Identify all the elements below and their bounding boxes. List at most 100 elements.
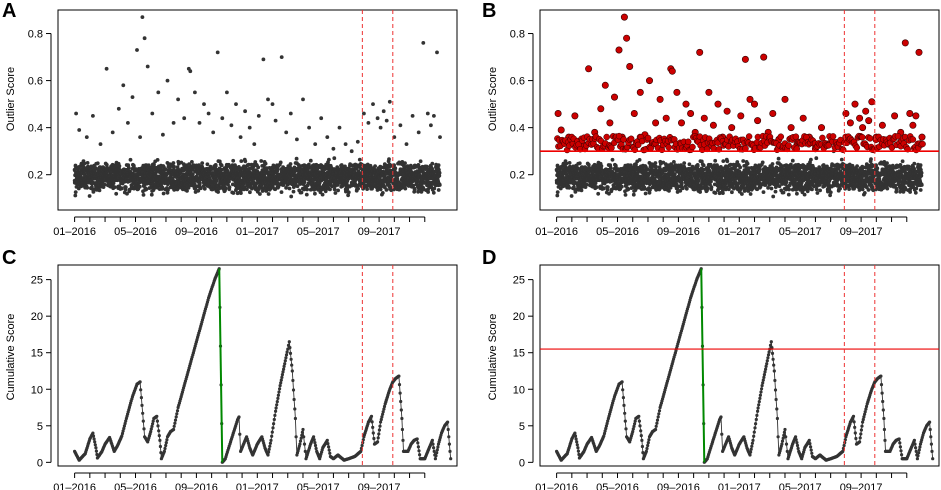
data-point	[687, 162, 692, 167]
data-point	[776, 156, 781, 161]
data-point	[345, 182, 349, 187]
data-point	[263, 161, 268, 166]
scatter-points-a	[72, 15, 442, 199]
y-tick-label-b: 0.4	[510, 123, 525, 135]
data-point	[653, 161, 658, 165]
data-point	[128, 157, 133, 162]
x-tick-label-b: 01–2017	[718, 226, 761, 238]
data-point	[95, 161, 100, 166]
data-point	[231, 191, 236, 195]
outlier-point	[295, 137, 299, 142]
outlier-point	[256, 114, 261, 118]
x-tick-label-a: 09–2016	[175, 226, 218, 238]
data-point	[760, 160, 765, 165]
x-tick-label-a: 01–2016	[53, 226, 96, 238]
data-point	[643, 191, 648, 196]
data-point	[226, 162, 231, 167]
data-point	[584, 182, 589, 187]
data-point	[288, 162, 293, 166]
outlier-point	[206, 111, 211, 116]
data-point	[137, 184, 142, 189]
outlier-point	[288, 111, 293, 116]
data-point	[705, 186, 710, 191]
data-point	[214, 178, 219, 183]
data-point	[197, 181, 202, 186]
data-point	[256, 165, 261, 170]
data-point	[790, 158, 795, 163]
x-tick-label-a: 05–2017	[297, 226, 340, 238]
panel-label-b: B	[482, 0, 496, 22]
data-point	[818, 188, 822, 193]
data-point	[291, 189, 296, 194]
outlier-point	[273, 118, 278, 123]
data-point	[555, 193, 560, 198]
data-point	[343, 164, 347, 169]
data-point	[246, 162, 251, 167]
data-point	[814, 187, 819, 192]
data-point	[356, 186, 360, 191]
outlier-point	[384, 118, 389, 123]
data-point	[73, 190, 78, 195]
outlier-point	[161, 132, 165, 137]
data-point	[721, 191, 725, 196]
data-point	[333, 191, 338, 195]
outlier-point	[156, 90, 161, 95]
data-point	[308, 158, 313, 163]
data-point	[787, 187, 791, 192]
outlier-point	[121, 83, 126, 88]
data-point	[242, 185, 247, 190]
outlier-point	[371, 102, 375, 106]
data-point	[186, 185, 191, 190]
outlier-point	[404, 142, 409, 147]
outlier-point	[331, 146, 336, 151]
data-point	[87, 194, 92, 198]
data-point	[327, 157, 331, 162]
data-point	[623, 193, 628, 197]
data-point	[579, 188, 584, 193]
data-point	[171, 161, 176, 165]
outlier-point	[74, 111, 78, 116]
outlier-point	[325, 135, 330, 140]
data-point	[567, 185, 572, 190]
data-point	[248, 190, 252, 195]
data-point	[202, 186, 207, 191]
data-point	[740, 192, 744, 196]
outlier-point	[247, 125, 252, 130]
outlier-point	[135, 48, 139, 52]
data-point	[672, 160, 676, 164]
data-point	[259, 159, 264, 163]
data-point	[781, 190, 786, 195]
data-point	[432, 186, 437, 191]
data-point	[436, 163, 441, 168]
outlier-point	[343, 142, 348, 147]
data-point	[771, 194, 776, 199]
outlier-point	[193, 90, 197, 95]
outlier-point	[435, 50, 439, 55]
data-point	[155, 158, 160, 162]
outlier-point	[284, 130, 289, 135]
outlier-point	[307, 125, 311, 130]
data-point	[679, 181, 684, 186]
data-point	[223, 186, 228, 191]
data-point	[279, 190, 284, 195]
data-point	[393, 166, 398, 171]
data-point	[126, 166, 131, 170]
plot-frame-b	[539, 9, 940, 211]
data-point	[577, 161, 582, 166]
data-point	[295, 184, 300, 189]
y-tick-label-a: 0.8	[28, 29, 43, 41]
data-point	[599, 164, 604, 168]
data-point	[123, 185, 128, 190]
data-point	[328, 187, 332, 192]
outlier-point	[416, 130, 421, 135]
data-point	[416, 189, 420, 194]
data-point	[596, 191, 601, 196]
outlier-point	[116, 106, 121, 111]
outlier-point	[211, 130, 216, 135]
data-point	[82, 161, 87, 166]
data-point	[738, 165, 743, 170]
outlier-point	[243, 109, 248, 114]
data-point	[239, 159, 244, 164]
data-point	[809, 157, 813, 162]
outlier-point	[366, 121, 371, 125]
